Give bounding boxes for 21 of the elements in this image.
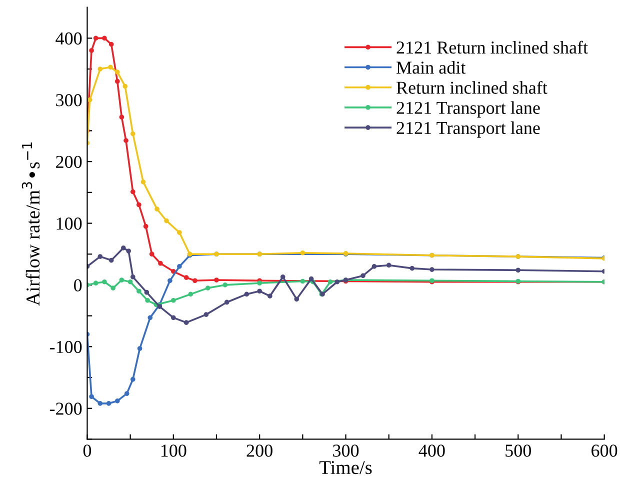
legend-label: 2121 Return inclined shaft [396,40,588,54]
y-tick-label: 400 [56,32,82,45]
x-tick-label: 100 [161,444,186,457]
y-tick-label: 0 [74,279,82,292]
y-axis-title: Airflow rate/m$^{3}$•s$^{−1}$ [22,142,40,306]
x-tick-label: 300 [333,444,359,457]
x-axis-title: Time/s [319,461,372,474]
y-tick-label: -200 [50,402,82,415]
x-tick-label: 200 [246,444,272,457]
legend-label: 2121 Transport lane [396,121,540,138]
legend-label: Main adit [396,61,466,74]
y-tick-label: 100 [56,218,82,230]
x-tick-label: 600 [592,444,618,457]
y-tick-label: -100 [50,340,82,354]
x-tick-label: 500 [506,444,531,457]
x-tick-label: 0 [83,444,92,457]
x-tick-label: 400 [418,444,445,457]
legend-label: 2121 Transport lane [396,101,540,118]
y-tick-label: 300 [56,94,82,106]
y-tick-label: 200 [56,156,82,168]
legend-label: Return inclined shaft [396,80,548,94]
